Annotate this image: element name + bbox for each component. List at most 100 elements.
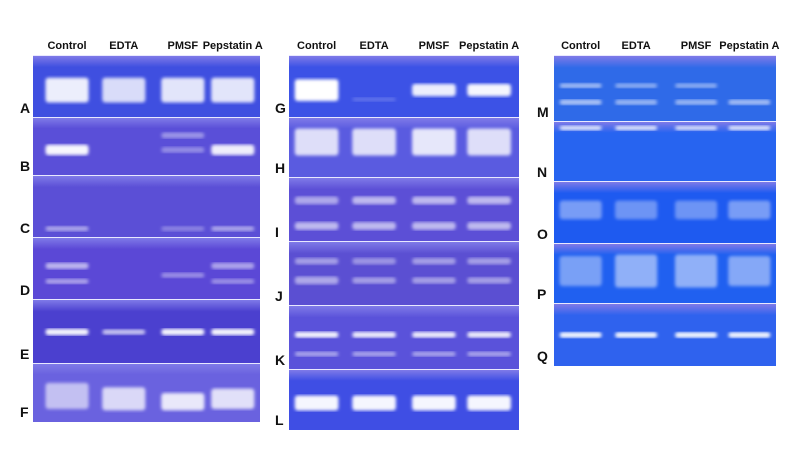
clear-band (352, 351, 396, 357)
clear-band (294, 351, 339, 357)
clear-band (161, 393, 205, 411)
row-label: N (537, 164, 548, 180)
gel-strip-h (289, 117, 519, 178)
clear-band (352, 331, 396, 338)
clear-band (161, 132, 205, 139)
clear-band (211, 144, 255, 156)
gel-strip-m (554, 55, 776, 122)
clear-band (211, 262, 255, 269)
clear-band (352, 196, 396, 205)
clear-band (45, 278, 89, 284)
clear-band (412, 351, 456, 357)
clear-band (102, 387, 146, 411)
clear-band (161, 77, 205, 103)
lane-header: Control (561, 40, 601, 52)
clear-band (674, 83, 718, 89)
clear-band (294, 79, 339, 101)
clear-band (294, 196, 339, 205)
clear-band (412, 128, 456, 156)
clear-band (728, 256, 771, 286)
clear-band (728, 99, 771, 105)
clear-band (412, 258, 456, 265)
clear-band (412, 331, 456, 338)
clear-band (45, 144, 89, 156)
clear-band (352, 258, 396, 265)
clear-band (294, 258, 339, 265)
clear-band (294, 331, 339, 338)
clear-band (45, 382, 89, 409)
clear-band (211, 388, 255, 409)
row-label: K (275, 352, 286, 368)
clear-band (161, 272, 205, 278)
clear-band (559, 332, 602, 338)
row-label: L (275, 412, 284, 428)
lane-header: Pepstatin A (459, 40, 520, 52)
clear-band (412, 83, 456, 97)
clear-band (728, 125, 771, 131)
row-label: I (275, 224, 279, 240)
gel-strip-b (33, 117, 260, 176)
gel-background (289, 306, 519, 370)
clear-band (559, 200, 602, 220)
row-label: O (537, 226, 548, 242)
gel-strip-j (289, 241, 519, 306)
clear-band (412, 196, 456, 205)
gel-strip-k (289, 305, 519, 370)
clear-band (45, 226, 89, 232)
clear-band (467, 128, 511, 156)
row-label: J (275, 288, 283, 304)
clear-band (211, 226, 255, 232)
clear-band (412, 277, 456, 284)
clear-band (674, 99, 718, 105)
gel-strip-p (554, 243, 776, 304)
gel-background (289, 178, 519, 242)
gel-strip-n (554, 121, 776, 182)
clear-band (161, 147, 205, 153)
clear-band (674, 200, 718, 220)
clear-band (467, 222, 511, 230)
row-label: H (275, 160, 286, 176)
gel-strip-g (289, 55, 519, 118)
clear-band (412, 395, 456, 411)
clear-band (467, 83, 511, 97)
gel-background (554, 122, 776, 182)
row-label: P (537, 286, 547, 302)
clear-band (467, 331, 511, 338)
clear-band (102, 329, 146, 335)
clear-band (674, 125, 718, 131)
clear-band (211, 328, 255, 336)
clear-band (294, 395, 339, 411)
lane-header: PMSF (418, 40, 450, 52)
gel-strip-i (289, 177, 519, 242)
row-label: A (20, 100, 31, 116)
clear-band (559, 256, 602, 286)
clear-band (211, 278, 255, 284)
clear-band (352, 395, 396, 411)
clear-band (412, 222, 456, 230)
lane-header: Pepstatin A (719, 40, 780, 52)
clear-band (45, 77, 89, 103)
clear-band (45, 328, 89, 336)
gel-background (289, 242, 519, 306)
row-label: M (537, 104, 549, 120)
gel-strip-d (33, 237, 260, 300)
clear-band (728, 332, 771, 338)
lane-header: EDTA (359, 40, 389, 52)
lane-header: EDTA (621, 40, 651, 52)
lane-header: Control (47, 40, 87, 52)
clear-band (615, 83, 658, 89)
gel-strip-f (33, 363, 260, 422)
clear-band (467, 196, 511, 205)
clear-band (161, 328, 205, 336)
row-label: F (20, 404, 29, 420)
row-label: C (20, 220, 31, 236)
clear-band (294, 128, 339, 156)
row-label: E (20, 346, 30, 362)
gel-strip-q (554, 303, 776, 366)
clear-band (559, 125, 602, 131)
gel-strip-o (554, 181, 776, 244)
clear-band (467, 258, 511, 265)
row-label: G (275, 100, 286, 116)
clear-band (728, 200, 771, 220)
clear-band (674, 254, 718, 288)
